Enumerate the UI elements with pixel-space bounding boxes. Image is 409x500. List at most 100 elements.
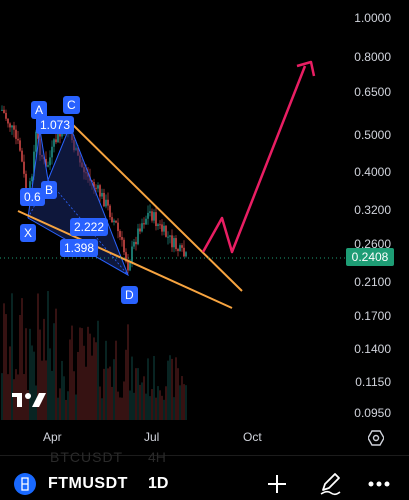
volume-bar [93,337,95,420]
volume-bar [111,386,113,420]
candle-body [121,237,123,240]
previous-symbol-ghost: BTCUSDT [50,449,124,465]
volume-bar [149,396,151,420]
volume-bar [33,351,35,420]
volume-bar [77,351,79,420]
candle-body [125,252,127,262]
candle-body [173,238,175,248]
volume-bar [75,394,77,420]
candle-body [131,246,133,263]
volume-bar [133,392,135,420]
price-tick: 1.0000 [354,11,391,25]
price-tick: 0.1150 [355,375,391,389]
candle-body [137,228,139,245]
interval-selector[interactable]: 1D [148,475,169,492]
volume-bar [163,399,165,420]
volume-bar [29,328,31,420]
time-tick: Oct [243,430,262,444]
candle-body [57,133,59,143]
candle-body [113,220,115,223]
candle-body [155,212,157,227]
candle-body [33,151,35,177]
volume-bar [95,342,97,420]
candle-body [179,245,181,251]
candle-body [45,159,47,167]
volume-bar [153,356,155,420]
volume-bar [51,370,53,420]
candle-body [9,123,11,128]
candle-body [1,109,3,111]
more-dots-icon[interactable] [368,480,390,488]
volume-bar [151,389,153,420]
volume-bar [173,397,175,420]
volume-bar [131,356,133,420]
volume-bar [169,355,171,420]
fantom-icon[interactable] [14,473,36,495]
settings-icon[interactable] [368,430,384,446]
candle-body [107,199,109,206]
pattern-point-c-label: C [63,96,80,114]
volume-bar [13,379,15,420]
volume-bar [109,366,111,420]
volume-bar [101,398,103,420]
volume-bar [65,399,67,420]
wedge-lower-line [17,210,233,309]
candle-body [123,239,125,253]
chart-canvas[interactable] [0,0,409,425]
volume-bar [63,376,65,420]
volume-bar [91,355,93,420]
pattern-ratio-xd-label: 1.398 [60,239,99,257]
price-tick: 0.8000 [354,50,391,64]
candle-body [7,118,9,124]
volume-bar [47,291,49,420]
volume-bar [145,393,147,420]
candle-body [143,223,145,225]
candle-body [49,157,51,166]
volume-bar [39,329,41,420]
candle-body [117,222,119,232]
candle-body [3,109,5,113]
chart-area[interactable]: A C 1.073 0.6 B X 2.222 1.398 D 1.0000 0… [0,0,409,425]
volume-bar [175,357,177,420]
pencil-icon[interactable] [317,470,343,496]
candle-body [61,133,63,137]
projection-arrow-path [201,65,307,254]
candle-body [103,192,105,207]
candle-body [151,211,153,221]
volume-bar [103,368,105,420]
symbol-name[interactable]: FTMUSDT [48,475,128,492]
candle-body [5,112,7,119]
price-tick: 0.2600 [354,237,391,251]
volume-bar [137,368,139,420]
candle-body [59,133,61,137]
projection-arrow-head [296,60,316,77]
volume-bar [79,327,81,420]
volume-bar [127,324,129,420]
tradingview-logo-icon [12,393,46,407]
volume-bar [23,374,25,420]
current-price-badge: 0.2408 [346,248,394,266]
wedge-upper-line [69,121,243,292]
price-tick: 0.6500 [354,85,391,99]
candle-body [167,236,169,238]
volume-bar [157,386,159,420]
candle-body [55,139,57,143]
volume-bar [113,359,115,420]
candle-body [129,262,131,271]
candle-body [51,146,53,158]
candle-body [105,199,107,207]
volume-bar [45,360,47,420]
volume-bar [115,340,117,420]
volume-bar [59,388,61,420]
candle-body [115,220,117,223]
price-tick: 0.1700 [354,309,391,323]
candle-body [159,224,161,226]
candle-body [95,187,97,189]
volume-bar [171,358,173,420]
plus-icon[interactable] [265,472,289,496]
candle-body [145,218,147,225]
volume-bar [85,366,87,420]
volume-bar [183,384,185,420]
pattern-point-b-label: B [41,181,58,199]
harmonic-pattern-outline [27,124,129,277]
